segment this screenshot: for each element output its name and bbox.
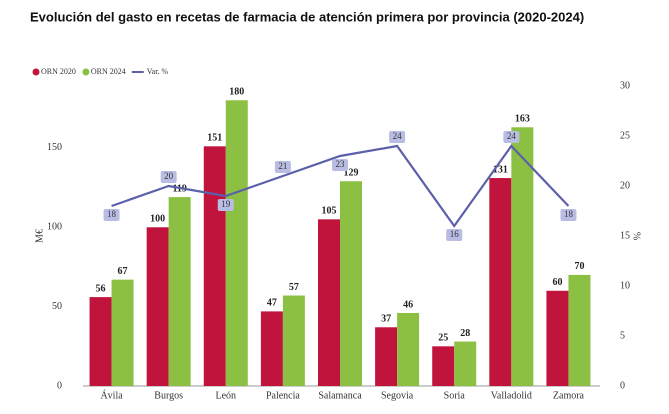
value-label: 70: [574, 261, 584, 272]
value-label: 25: [438, 333, 448, 344]
value-label: 180: [229, 87, 244, 98]
y2-tick-label: 25: [620, 130, 630, 141]
value-label-box: [446, 229, 463, 241]
bar: [432, 346, 455, 386]
value-label-box: [274, 161, 291, 173]
y2-axis-label: %: [631, 232, 642, 240]
value-label-box: [389, 131, 406, 143]
value-label: 21: [278, 161, 287, 171]
value-label: 37: [381, 314, 391, 325]
y2-tick-label: 15: [620, 230, 630, 241]
value-label: 24: [507, 131, 517, 141]
x-tick-label: Zamora: [553, 390, 585, 401]
bar: [318, 219, 340, 386]
value-label: 20: [164, 171, 174, 181]
line: [111, 144, 570, 228]
value-label-box: [160, 171, 177, 183]
value-label: 100: [150, 214, 165, 225]
x-tick-label: Burgos: [154, 390, 183, 401]
x-tick-label: Ávila: [100, 389, 123, 401]
value-label: 47: [267, 298, 277, 309]
value-label: 46: [403, 299, 413, 310]
y-tick-label: 0: [57, 380, 62, 391]
y-tick-label: 50: [52, 301, 62, 312]
value-label-box: [217, 199, 234, 211]
legend-label: ORN 2024: [91, 67, 126, 76]
x-tick-label: Valladolid: [491, 390, 532, 401]
x-tick-label: Salamanca: [318, 390, 362, 401]
legend-swatch: [32, 68, 40, 76]
bar: [568, 274, 591, 386]
bar: [375, 327, 398, 386]
value-label: 18: [107, 209, 117, 219]
legend-label: ORN 2020: [41, 67, 76, 76]
x-tick-label: Soria: [444, 390, 466, 401]
y-tick-label: 150: [47, 142, 62, 153]
bar: [282, 295, 305, 386]
y2-tick-label: 20: [620, 180, 630, 191]
bar: [260, 311, 283, 386]
y2-tick-label: 5: [620, 330, 625, 341]
value-label: 60: [552, 277, 562, 288]
bar: [340, 181, 362, 386]
value-label: 16: [450, 229, 460, 239]
bar: [168, 197, 191, 386]
y-tick-label: 100: [47, 222, 62, 233]
y2-tick-label: 10: [620, 280, 630, 291]
value-label: 67: [118, 266, 128, 277]
value-label: 56: [96, 283, 106, 294]
y2-tick-label: 30: [620, 80, 630, 91]
value-label-box: [560, 209, 577, 221]
bar: [397, 312, 420, 386]
value-label: 163: [515, 114, 530, 125]
bar: [225, 100, 248, 387]
y-axis-label: M€: [34, 229, 45, 243]
value-label: 57: [289, 282, 299, 293]
bar: [511, 127, 534, 387]
chart-title: Evolución del gasto en recetas de farmac…: [30, 9, 584, 24]
x-tick-label: Palencia: [266, 390, 300, 401]
value-label: 131: [493, 164, 508, 175]
bar: [89, 297, 112, 386]
value-label: 23: [336, 159, 346, 169]
value-label: 129: [344, 168, 359, 179]
value-label: 151: [207, 133, 222, 144]
value-label: 24: [393, 131, 403, 141]
value-label: 105: [322, 206, 337, 217]
legend-label: Var. %: [147, 67, 169, 76]
bar: [146, 227, 169, 386]
bar: [454, 341, 477, 386]
x-tick-label: Segovia: [381, 390, 414, 401]
value-label: 28: [460, 328, 470, 339]
value-label: 19: [221, 199, 231, 209]
value-label-box: [103, 209, 120, 221]
bar: [489, 178, 512, 386]
value-label-box: [503, 131, 520, 143]
value-label: 18: [564, 209, 574, 219]
bar: [111, 279, 134, 386]
y2-tick-label: 0: [620, 380, 625, 391]
x-tick-label: León: [216, 390, 237, 401]
bar: [546, 290, 569, 386]
bar: [203, 146, 226, 386]
value-label-box: [332, 159, 348, 171]
legend-swatch: [82, 68, 90, 76]
